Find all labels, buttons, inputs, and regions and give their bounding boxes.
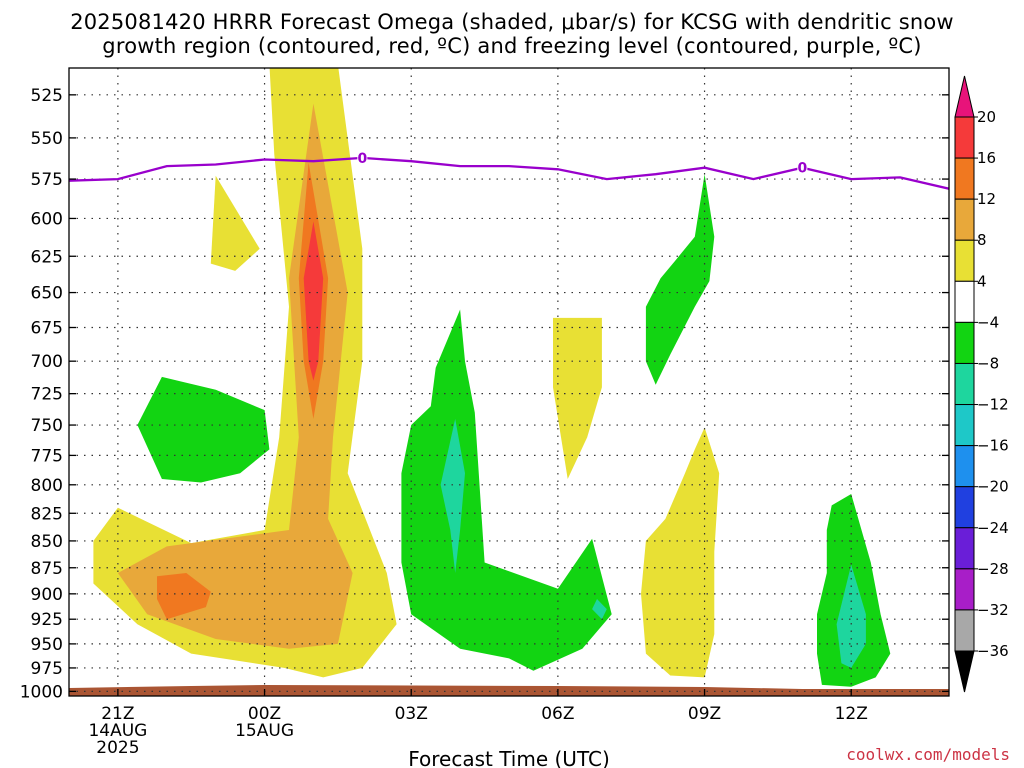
shaded-region-yellow-right [641,427,720,678]
shaded-region-red-core [303,221,324,381]
shaded-region-green-left [137,376,270,483]
surface-terrain [69,685,949,696]
colorbar-bin [954,198,975,241]
colorbar-label: −36 [977,642,1009,660]
colorbar-bin [954,157,975,200]
y-tick-label: 775 [31,446,63,466]
colorbar-label: −16 [977,437,1009,455]
y-tick-label: 975 [31,659,63,679]
x-tick-label: 12Z [835,704,868,724]
y-tick-label: 925 [31,610,63,630]
freezing-label-bg [797,159,808,175]
y-tick-label: 750 [31,416,63,436]
shaded-region-yellow-center [553,317,602,479]
colorbar-bin-below [954,650,975,693]
x-tick-label: 00Z [248,704,281,724]
x-axis-label: Forecast Time (UTC) [408,747,610,768]
y-tick-label: 825 [31,504,63,524]
x-tick-label: 09Z [688,704,721,724]
freezing-level-contour: 00 [69,149,949,190]
colorbar-bin [954,280,975,323]
y-tick-label: 550 [31,129,63,149]
y-tick-label: 950 [31,635,63,655]
x-tick-label: 14AUG [88,721,147,741]
colorbar-label: −4 [977,313,999,331]
surface-terrain-fill [69,685,949,696]
shaded-region-upper-orange-column [117,103,353,649]
colorbar-label: 16 [977,149,996,167]
colorbar-bin [954,239,975,282]
colorbar-bin [954,362,975,406]
shaded-region-lower-dark-orange [157,573,211,620]
colorbar-label: 8 [977,231,987,249]
x-tick-label: 21Z [101,704,134,724]
chart-title-line-2: growth region (contoured, red, ºC) and f… [102,34,922,58]
colorbar-bin [954,609,975,652]
colorbar-label: −32 [977,601,1009,619]
colorbar-bin [954,527,975,570]
freezing-level-label: 0 [797,161,807,177]
shaded-region-teal-small-patch [592,599,607,620]
colorbar-label: −28 [977,560,1009,578]
y-tick-label: 800 [31,476,63,496]
y-tick-label: 650 [31,284,63,304]
x-tick-label: 03Z [395,704,428,724]
y-tick-label: 625 [31,247,63,267]
y-tick-label: 675 [31,319,63,339]
x-tick-label: 2025 [96,738,139,758]
colorbar-label: −8 [977,354,999,372]
colorbar-label: 4 [977,272,987,290]
y-tick-label: 600 [31,209,63,229]
shaded-region-small-yellow-patch [210,175,260,271]
freezing-label-bg [357,149,368,165]
x-tick-label: 06Z [541,704,574,724]
colorbar-bin [954,445,975,488]
y-tick-label: 900 [31,585,63,605]
x-tick-label: 15AUG [235,721,294,741]
colorbar-label: 20 [977,108,996,126]
y-axis-ticks: 525 550 575 600 625 650 675 700 725 750 775 800 825 8… [20,86,949,702]
y-tick-label: 575 [31,170,63,190]
colorbar-label: −20 [977,478,1009,496]
shaded-region-green-upper-right [645,174,715,385]
y-tick-label: 850 [31,532,63,552]
colorbar-label: 12 [977,190,996,208]
chart-title-line-1: 2025081420 HRRR Forecast Omega (shaded, … [70,10,954,34]
y-tick-label: 875 [31,559,63,579]
colorbar-bin [954,404,975,447]
y-tick-label: 525 [31,86,63,106]
shaded-omega-regions [93,68,891,687]
credit-text: coolwx.com/models [846,745,1010,764]
y-tick-label: 700 [31,352,63,372]
colorbar-bin [954,486,975,529]
colorbar-label: −24 [977,519,1009,537]
y-tick-label: 1000 [20,682,63,702]
colorbar-bin [954,116,975,159]
colorbar-bin-above [954,75,975,118]
shaded-region-green-center [401,309,612,671]
colorbar-label: −12 [977,396,1009,414]
colorbar-legend: 20 16 12 8 4 −4 −8 −12 −16 −20 −24 −28 −32 −36 [954,75,1009,693]
colorbar-bin [954,568,975,611]
y-tick-label: 725 [31,385,63,405]
shaded-region-teal-center-patch [440,418,465,573]
plot-frame [68,67,950,697]
colorbar-bin [954,321,975,364]
freezing-level-label: 0 [357,151,367,167]
